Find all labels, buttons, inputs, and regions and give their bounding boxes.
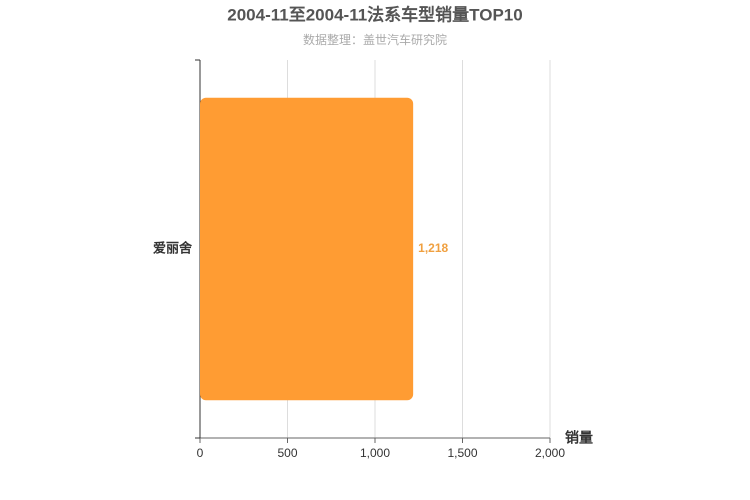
x-tick-label: 1,000 [360,446,390,460]
x-tick-label: 0 [197,446,204,460]
bar [200,97,414,401]
x-tick-label: 500 [277,446,297,460]
x-tick-label: 1,500 [447,446,477,460]
chart-title: 2004-11至2004-11法系车型销量TOP10 [227,4,522,24]
chart-subtitle: 数据整理：盖世汽车研究院 [303,32,447,47]
value-label: 1,218 [418,241,448,255]
y-tick-label: 爱丽舍 [153,240,193,255]
x-tick-label: 2,000 [535,446,565,460]
x-axis-label: 销量 [565,430,593,446]
